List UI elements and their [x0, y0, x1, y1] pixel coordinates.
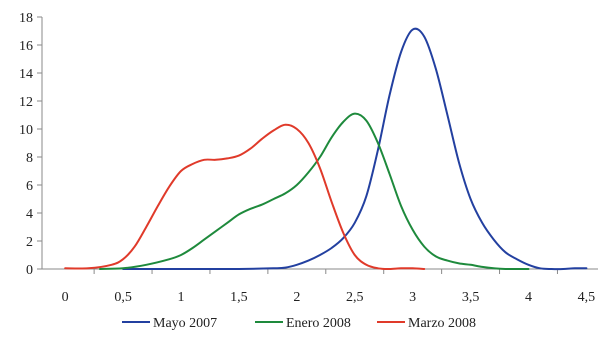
x-tick-label: 1	[178, 290, 185, 305]
legend-item-mayo-2007: Mayo 2007	[122, 316, 217, 331]
series-lines	[64, 27, 588, 271]
x-tick-label: 0,5	[114, 290, 132, 305]
x-tick-label: 3	[409, 290, 416, 305]
y-tick-label: 0	[26, 263, 33, 278]
y-tick-label: 8	[26, 151, 33, 166]
y-tick-label: 6	[26, 179, 33, 194]
y-tick-label: 10	[19, 123, 33, 138]
axes: 0 2 4 6 8 10 12 14 16 18 0 0,5 1 1,5 2 2,5 3 3,5 4 4,5	[19, 11, 598, 305]
x-tick-label: 3,5	[462, 290, 480, 305]
series-line-marzo-2008	[64, 123, 426, 270]
legend-item-enero-2008: Enero 2008	[255, 316, 351, 331]
legend-label: Marzo 2008	[408, 316, 476, 331]
legend-label: Mayo 2007	[153, 316, 217, 331]
y-tick-label: 18	[19, 11, 33, 26]
legend-item-marzo-2008: Marzo 2008	[377, 316, 476, 331]
legend: Mayo 2007 Enero 2008 Marzo 2008	[122, 316, 476, 331]
y-tick-label: 16	[19, 39, 33, 54]
y-tick-label: 14	[19, 67, 33, 82]
y-tick-label: 4	[26, 207, 33, 222]
x-tick-label: 4,5	[578, 290, 596, 305]
series-line-mayo-2007	[122, 27, 588, 271]
x-tick-label: 2,5	[346, 290, 364, 305]
x-tick-label: 4	[525, 290, 532, 305]
legend-label: Enero 2008	[286, 316, 351, 331]
x-tick-label: 0	[62, 290, 69, 305]
x-tick-label: 1,5	[230, 290, 248, 305]
y-tick-label: 2	[26, 235, 33, 250]
y-tick-label: 12	[19, 95, 33, 110]
x-tick-label: 2	[293, 290, 300, 305]
series-line-enero-2008	[98, 112, 530, 271]
